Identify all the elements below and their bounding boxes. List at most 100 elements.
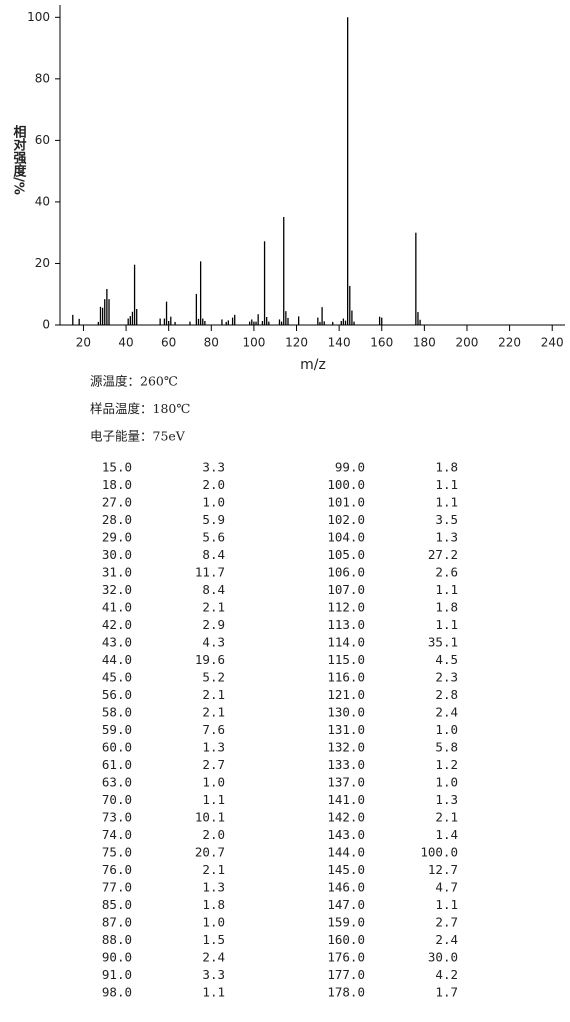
y-tick-label: 0 [42, 318, 50, 332]
intensity-cell: 2.4 [435, 932, 458, 947]
y-tick-label: 80 [35, 71, 50, 85]
intensity-cell: 2.4 [435, 705, 458, 720]
intensity-cell: 1.1 [435, 495, 458, 510]
info-line: 电子能量：75eV [90, 429, 186, 444]
mz-cell: 113.0 [327, 617, 365, 632]
intensity-cell: 3.3 [202, 967, 225, 982]
mz-cell: 142.0 [327, 810, 365, 825]
intensity-cell: 1.0 [202, 915, 225, 930]
mz-cell: 104.0 [327, 530, 365, 545]
intensity-cell: 2.6 [435, 565, 458, 580]
mz-cell: 75.0 [102, 845, 132, 860]
mz-cell: 77.0 [102, 880, 132, 895]
mz-cell: 147.0 [327, 897, 365, 912]
mz-cell: 32.0 [102, 582, 132, 597]
intensity-cell: 1.0 [435, 775, 458, 790]
mz-cell: 114.0 [327, 635, 365, 650]
intensity-cell: 3.5 [435, 512, 458, 527]
intensity-cell: 2.9 [202, 617, 225, 632]
intensity-cell: 2.1 [202, 600, 225, 615]
intensity-cell: 2.8 [435, 687, 458, 702]
intensity-cell: 1.8 [435, 460, 458, 475]
x-tick-label: 120 [285, 336, 308, 350]
mz-cell: 131.0 [327, 722, 365, 737]
mz-cell: 177.0 [327, 967, 365, 982]
mz-cell: 90.0 [102, 950, 132, 965]
mz-cell: 98.0 [102, 985, 132, 1000]
mz-cell: 144.0 [327, 845, 365, 860]
intensity-cell: 1.8 [435, 600, 458, 615]
intensity-cell: 2.0 [202, 477, 225, 492]
mz-cell: 61.0 [102, 757, 132, 772]
intensity-cell: 1.7 [435, 985, 458, 1000]
mz-cell: 45.0 [102, 670, 132, 685]
intensity-cell: 11.7 [195, 565, 225, 580]
intensity-cell: 1.1 [435, 617, 458, 632]
intensity-cell: 2.3 [435, 670, 458, 685]
intensity-cell: 2.7 [435, 915, 458, 930]
mz-cell: 74.0 [102, 827, 132, 842]
intensity-cell: 4.7 [435, 880, 458, 895]
mz-cell: 159.0 [327, 915, 365, 930]
intensity-cell: 8.4 [202, 547, 225, 562]
mz-cell: 176.0 [327, 950, 365, 965]
intensity-cell: 4.3 [202, 635, 225, 650]
x-tick-label: 40 [118, 336, 133, 350]
x-tick-label: 200 [456, 336, 479, 350]
mz-cell: 58.0 [102, 705, 132, 720]
intensity-cell: 1.3 [435, 530, 458, 545]
intensity-cell: 5.6 [202, 530, 225, 545]
intensity-cell: 7.6 [202, 722, 225, 737]
intensity-cell: 30.0 [428, 950, 458, 965]
x-tick-label: 220 [498, 336, 521, 350]
mz-cell: 137.0 [327, 775, 365, 790]
mz-cell: 141.0 [327, 792, 365, 807]
intensity-cell: 2.0 [202, 827, 225, 842]
intensity-cell: 2.1 [202, 687, 225, 702]
intensity-cell: 19.6 [195, 652, 225, 667]
mz-cell: 73.0 [102, 810, 132, 825]
intensity-cell: 35.1 [428, 635, 458, 650]
intensity-cell: 4.5 [435, 652, 458, 667]
intensity-cell: 100.0 [420, 845, 458, 860]
mz-cell: 29.0 [102, 530, 132, 545]
intensity-cell: 10.1 [195, 810, 225, 825]
intensity-cell: 1.2 [435, 757, 458, 772]
mz-cell: 133.0 [327, 757, 365, 772]
mz-cell: 60.0 [102, 740, 132, 755]
y-tick-label: 60 [35, 133, 50, 147]
mz-cell: 76.0 [102, 862, 132, 877]
mz-cell: 30.0 [102, 547, 132, 562]
intensity-cell: 5.9 [202, 512, 225, 527]
mz-cell: 107.0 [327, 582, 365, 597]
mz-cell: 106.0 [327, 565, 365, 580]
intensity-cell: 1.4 [435, 827, 458, 842]
intensity-cell: 1.1 [202, 985, 225, 1000]
mz-cell: 87.0 [102, 915, 132, 930]
mz-cell: 102.0 [327, 512, 365, 527]
y-tick-label: 40 [35, 194, 50, 208]
intensity-cell: 1.1 [435, 897, 458, 912]
x-tick-label: 20 [76, 336, 91, 350]
mz-cell: 42.0 [102, 617, 132, 632]
x-tick-label: 100 [242, 336, 265, 350]
x-tick-label: 60 [161, 336, 176, 350]
mz-cell: 43.0 [102, 635, 132, 650]
intensity-cell: 5.8 [435, 740, 458, 755]
y-tick-label: 20 [35, 256, 50, 270]
info-line: 样品温度：180℃ [90, 401, 190, 416]
mz-cell: 101.0 [327, 495, 365, 510]
intensity-cell: 2.1 [435, 810, 458, 825]
intensity-cell: 2.4 [202, 950, 225, 965]
mz-cell: 121.0 [327, 687, 365, 702]
intensity-cell: 1.0 [435, 722, 458, 737]
mz-cell: 27.0 [102, 495, 132, 510]
intensity-cell: 1.0 [202, 495, 225, 510]
mz-cell: 85.0 [102, 897, 132, 912]
intensity-cell: 5.2 [202, 670, 225, 685]
intensity-cell: 2.7 [202, 757, 225, 772]
intensity-cell: 1.1 [435, 582, 458, 597]
intensity-cell: 2.1 [202, 705, 225, 720]
x-tick-label: 160 [370, 336, 393, 350]
